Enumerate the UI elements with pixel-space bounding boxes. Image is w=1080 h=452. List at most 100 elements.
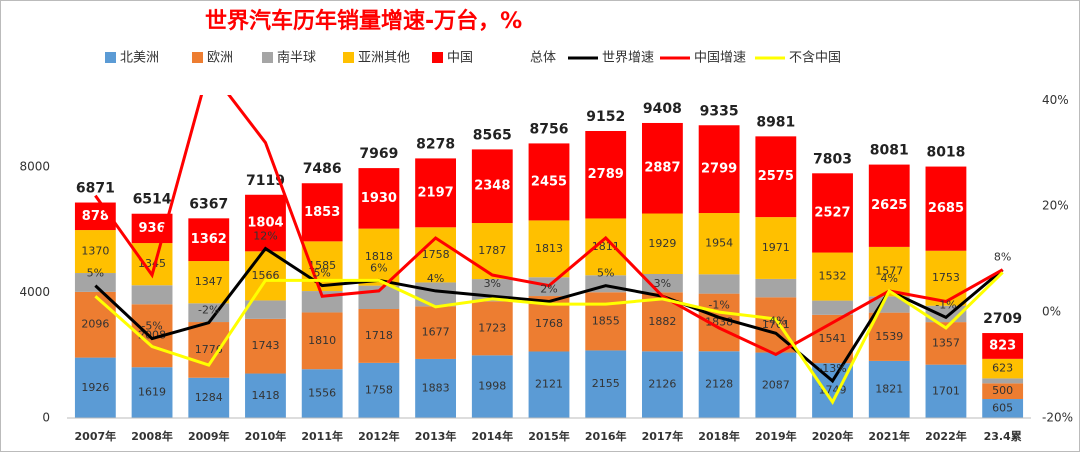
- bar-segment: [245, 251, 286, 301]
- bar-label: 605: [992, 402, 1013, 415]
- bar-segment: [641, 122, 683, 214]
- x-tick-label: 2009年: [188, 429, 230, 443]
- bar-segment: [301, 312, 343, 370]
- bar-label: 1362: [191, 232, 227, 247]
- bar-segment: [301, 369, 343, 418]
- total-label: 7803: [813, 151, 852, 167]
- legend-label: 总体: [530, 51, 556, 66]
- bar-label: 1818: [365, 250, 393, 263]
- y-tick-label: 0: [42, 411, 50, 425]
- bar-segment: [131, 367, 173, 418]
- bar-segment: [301, 183, 343, 242]
- bar-label: 2799: [701, 162, 737, 177]
- x-tick-label: 2017年: [642, 429, 684, 443]
- bar-segment: [812, 252, 853, 301]
- legend-label: 北美洲: [120, 51, 159, 66]
- bar-label: 823: [989, 338, 1016, 353]
- legend-label: 南半球: [277, 50, 316, 66]
- bar-label: 1566: [251, 269, 279, 282]
- total-label: 6871: [76, 181, 115, 197]
- bar-label: 2096: [81, 318, 109, 331]
- bar-segment: [698, 351, 740, 418]
- bar-segment: [358, 228, 400, 286]
- total-label: 9335: [700, 103, 739, 119]
- x-tick-label: 2022年: [925, 429, 967, 443]
- bar-label: 1768: [535, 317, 563, 330]
- bar-label: 1418: [251, 389, 279, 402]
- line-label: -2%: [198, 304, 219, 317]
- line-label: 5%: [87, 267, 104, 280]
- bar-segment: [415, 306, 457, 359]
- bar-segment: [982, 378, 1024, 384]
- x-tick-label: 2020年: [812, 429, 854, 443]
- bar-segment: [245, 318, 286, 374]
- bar-label: 1855: [592, 314, 620, 327]
- bar-label: 1853: [304, 205, 340, 220]
- bar-label: 1541: [819, 332, 847, 345]
- legend-label: 亚洲其他: [358, 51, 410, 66]
- bar-segment: [755, 136, 797, 218]
- bar-segment: [528, 351, 570, 418]
- bar-segment: [585, 131, 627, 219]
- bar-label: 2197: [417, 185, 453, 200]
- line-label: -1%: [935, 298, 956, 311]
- bar-segment: [641, 213, 683, 274]
- line-label: -5%: [141, 320, 162, 333]
- y2-tick-label: 40%: [1042, 93, 1069, 107]
- bar-segment: [415, 358, 457, 418]
- y-tick-label: 4000: [19, 285, 50, 299]
- bar-segment: [982, 333, 1024, 359]
- bar-segment: [812, 300, 853, 315]
- chart-title: 世界汽车历年销量增速-万台，%: [205, 8, 522, 34]
- line-label: 4%: [427, 272, 444, 285]
- x-tick-label: 2007年: [75, 429, 117, 443]
- bar-segment: [585, 350, 627, 418]
- bar-label: 1821: [875, 382, 903, 395]
- x-tick-label: 2013年: [415, 429, 457, 443]
- bar-label: 1758: [365, 383, 393, 396]
- bar-segment: [471, 149, 513, 224]
- x-tick-label: 2011年: [301, 429, 343, 443]
- bar-label: 2087: [762, 378, 790, 391]
- bar-label: 1813: [535, 242, 563, 255]
- legend-label: 中国: [447, 51, 473, 66]
- total-label: 9152: [586, 109, 625, 125]
- bar-segment: [245, 373, 286, 418]
- bar-label: 1370: [81, 245, 109, 258]
- legend-swatch: [262, 52, 273, 63]
- bar-segment: [585, 218, 627, 276]
- bar-segment: [74, 291, 116, 358]
- bar-label: 500: [992, 384, 1013, 397]
- bar-segment: [471, 301, 513, 356]
- bar-label: 1347: [195, 275, 223, 288]
- bar-segment: [188, 377, 230, 418]
- bar-segment: [245, 300, 286, 319]
- bar-label: 2527: [814, 205, 850, 220]
- bar-label: 1677: [422, 326, 450, 339]
- bar-segment: [131, 243, 173, 286]
- bar-label: 1954: [705, 237, 733, 250]
- line-label: 3%: [654, 277, 671, 290]
- bar-segment: [245, 194, 286, 252]
- x-tick-label: 2018年: [698, 429, 740, 443]
- legend-label: 中国增速: [694, 51, 746, 66]
- line-label: -1%: [708, 298, 729, 311]
- bar-segment: [925, 250, 967, 306]
- total-label: 8981: [756, 114, 795, 130]
- legend-label: 欧洲: [207, 51, 233, 66]
- legend-swatch: [343, 52, 354, 63]
- bar-segment: [982, 383, 1024, 400]
- x-tick-label: 2008年: [131, 429, 173, 443]
- bar-segment: [188, 322, 230, 378]
- bar-segment: [358, 362, 400, 418]
- line-label: 3%: [484, 277, 501, 290]
- bar-segment: [812, 173, 853, 253]
- x-tick-label: 2016年: [585, 429, 627, 443]
- line-label: 2%: [540, 283, 557, 296]
- line-series: [94, 246, 1004, 384]
- bar-label: 1929: [648, 237, 676, 250]
- bar-segment: [698, 125, 740, 214]
- bar-label: 1718: [365, 329, 393, 342]
- x-tick-label: 2012年: [358, 429, 400, 443]
- line-series: [94, 95, 1004, 357]
